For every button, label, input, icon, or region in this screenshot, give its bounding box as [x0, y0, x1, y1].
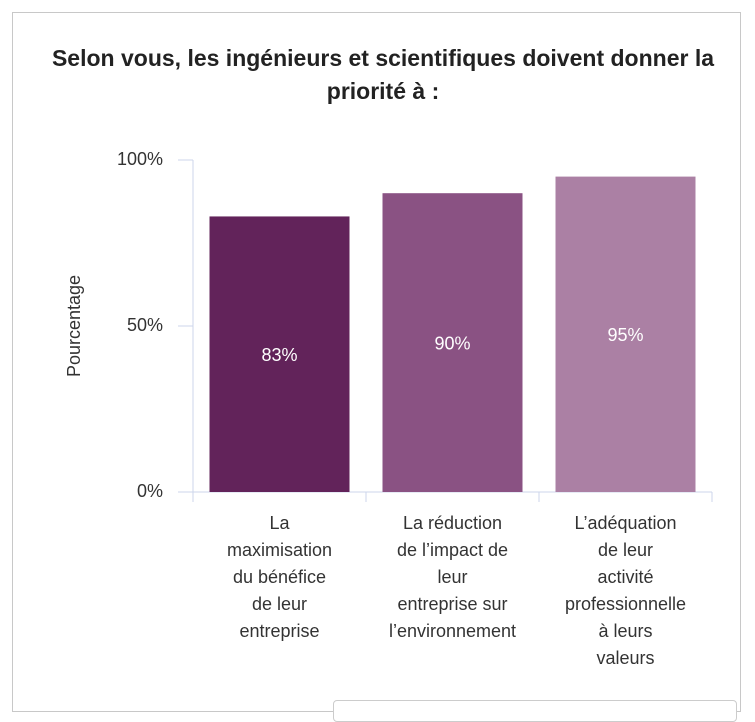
- y-tick-label: 100%: [117, 149, 163, 169]
- bar: [382, 193, 523, 492]
- value-label: 83%: [261, 345, 297, 365]
- bar: [555, 176, 696, 492]
- y-axis-label: Pourcentage: [64, 275, 84, 377]
- x-tick-label: L’adéquation de leur activité profession…: [564, 513, 687, 668]
- bar: [209, 216, 350, 492]
- x-tick-label: La maximisation du bénéfice de leur entr…: [226, 513, 333, 641]
- chart: Pourcentage 0% 50% 100% 83% 90% 95%: [64, 149, 713, 502]
- x-tick-label: La réduction de l’impact de leur entrepr…: [388, 513, 517, 641]
- y-tick-label: 50%: [127, 315, 163, 335]
- popup: [333, 700, 737, 722]
- value-label: 95%: [607, 325, 643, 345]
- y-tick-label: 0%: [137, 481, 163, 501]
- value-label: 90%: [434, 333, 470, 353]
- chart-title: Selon vous, les ingénieurs et scientifiq…: [51, 45, 715, 104]
